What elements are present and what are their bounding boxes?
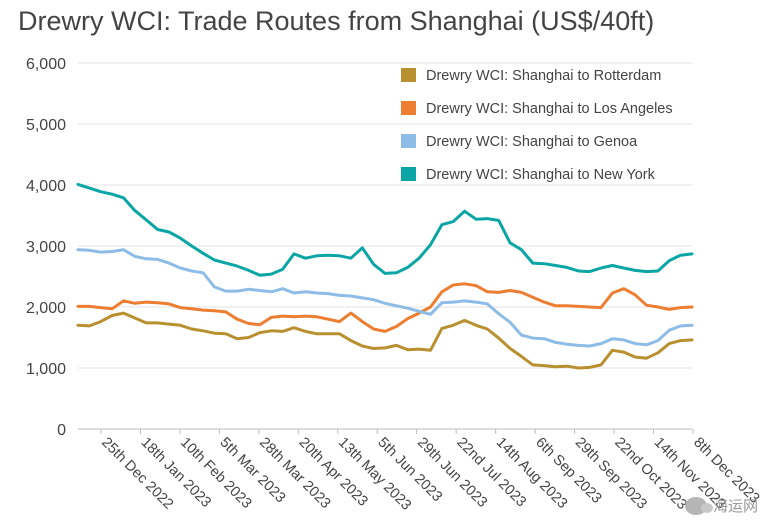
series-line-1 bbox=[76, 282, 694, 333]
y-tick-label: 1,000 bbox=[26, 361, 66, 378]
y-tick-label: 0 bbox=[57, 422, 66, 439]
series-line-0 bbox=[76, 311, 694, 370]
x-tick-label: 25th Dec 2022 bbox=[98, 435, 176, 513]
gridlines bbox=[78, 62, 692, 430]
y-tick-label: 6,000 bbox=[26, 56, 66, 73]
legend-label-2: Drewry WCI: Shanghai to Genoa bbox=[426, 134, 638, 150]
legend-swatch-1 bbox=[401, 101, 416, 115]
legend-label-3: Drewry WCI: Shanghai to New York bbox=[426, 167, 656, 183]
x-tick-label: 18th Jan 2023 bbox=[138, 435, 214, 511]
series-line-3 bbox=[76, 182, 694, 277]
x-tick-label: 20th Apr 2023 bbox=[296, 435, 371, 510]
chart-title: Drewry WCI: Trade Routes from Shanghai (… bbox=[18, 6, 655, 36]
legend-label-1: Drewry WCI: Shanghai to Los Angeles bbox=[426, 101, 673, 117]
watermark: 海运网 bbox=[684, 495, 758, 516]
legend-label-0: Drewry WCI: Shanghai to Rotterdam bbox=[426, 68, 661, 84]
y-tick-label: 5,000 bbox=[26, 117, 66, 134]
wechat-icon bbox=[684, 496, 713, 515]
watermark-text: 海运网 bbox=[712, 498, 758, 515]
legend-swatch-3 bbox=[401, 167, 416, 181]
x-tick-label: 29th Jun 2023 bbox=[414, 435, 490, 511]
legend-swatch-0 bbox=[401, 68, 416, 82]
y-tick-label: 3,000 bbox=[26, 239, 66, 256]
y-tick-label: 2,000 bbox=[26, 300, 66, 317]
legend-swatch-2 bbox=[401, 134, 416, 148]
x-tick-label: 22nd Jul 2023 bbox=[453, 435, 529, 511]
series-line-2 bbox=[76, 248, 694, 348]
legend: Drewry WCI: Shanghai to Rotterdam Drewry … bbox=[401, 68, 673, 183]
y-tick-label: 4,000 bbox=[26, 178, 66, 195]
series-lines bbox=[76, 182, 694, 370]
y-axis-ticks: 0 1,000 2,000 3,000 4,000 5,000 6,000 bbox=[26, 56, 66, 439]
